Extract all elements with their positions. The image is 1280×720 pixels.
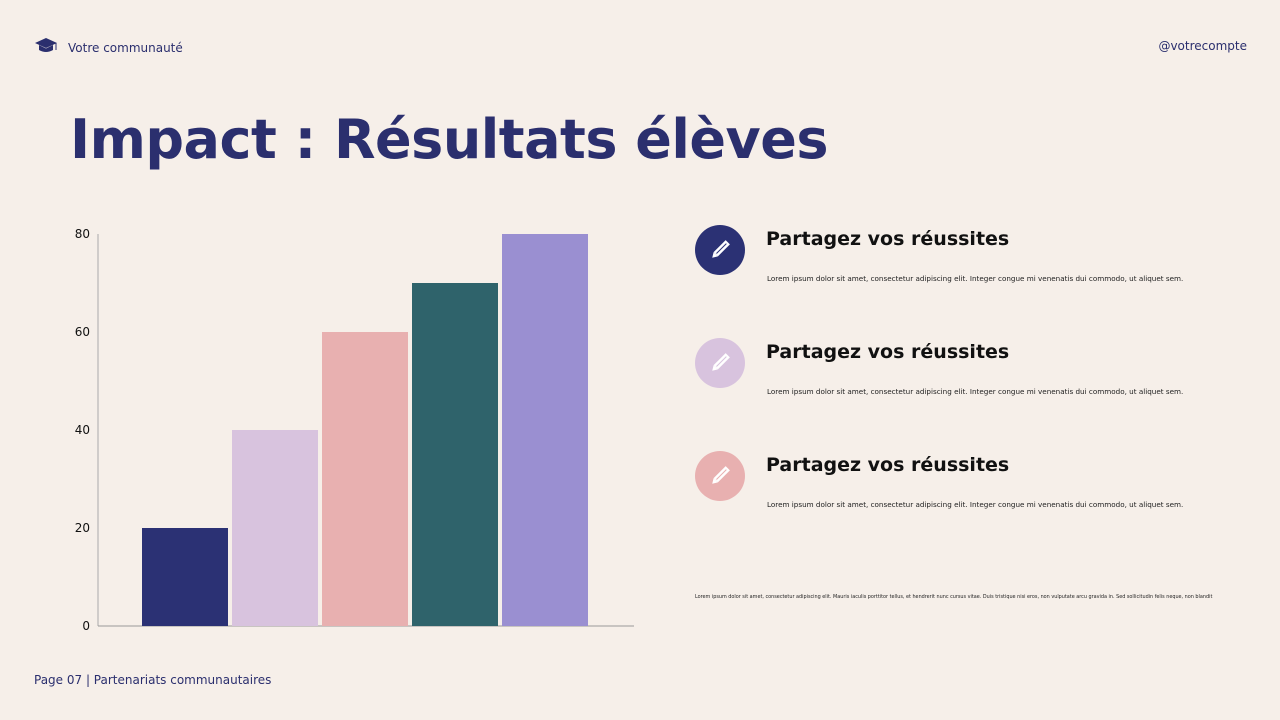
bar [322, 332, 408, 626]
bar [412, 283, 498, 626]
bar [142, 528, 228, 626]
feature-icon-circle [695, 451, 745, 501]
y-tick-label: 20 [75, 521, 90, 535]
feature-item: Partagez vos réussites Lorem ipsum dolor… [695, 225, 1215, 285]
graduation-cap-icon [34, 37, 58, 59]
pencil-icon [712, 353, 730, 371]
feature-item: Partagez vos réussites Lorem ipsum dolor… [695, 451, 1215, 511]
bar [502, 234, 588, 626]
bar [232, 430, 318, 626]
account-handle[interactable]: @votrecompte [1158, 39, 1247, 53]
header-brand: Votre communauté [34, 37, 183, 59]
feature-title: Partagez vos réussites [766, 341, 1010, 363]
y-tick-label: 60 [75, 325, 90, 339]
feature-title: Partagez vos réussites [766, 228, 1010, 250]
y-tick-label: 0 [82, 619, 90, 633]
page-title: Impact : Résultats élèves [70, 108, 829, 171]
feature-icon-circle [695, 225, 745, 275]
page-footer: Page 07 | Partenariats communautaires [34, 673, 272, 687]
feature-item: Partagez vos réussites Lorem ipsum dolor… [695, 338, 1215, 398]
pencil-icon [712, 240, 730, 258]
feature-text: Lorem ipsum dolor sit amet, consectetur … [767, 274, 1184, 283]
feature-text: Lorem ipsum dolor sit amet, consectetur … [767, 387, 1184, 396]
feature-icon-circle [695, 338, 745, 388]
feature-text: Lorem ipsum dolor sit amet, consectetur … [767, 500, 1184, 509]
y-tick-label: 40 [75, 423, 90, 437]
y-tick-label: 80 [75, 227, 90, 241]
pencil-icon [712, 466, 730, 484]
feature-title: Partagez vos réussites [766, 454, 1010, 476]
brand-name: Votre communauté [68, 41, 183, 55]
footnote: Lorem ipsum dolor sit amet, consectetur … [695, 594, 1213, 600]
bar-chart: 0 20 40 60 80 [75, 227, 634, 633]
